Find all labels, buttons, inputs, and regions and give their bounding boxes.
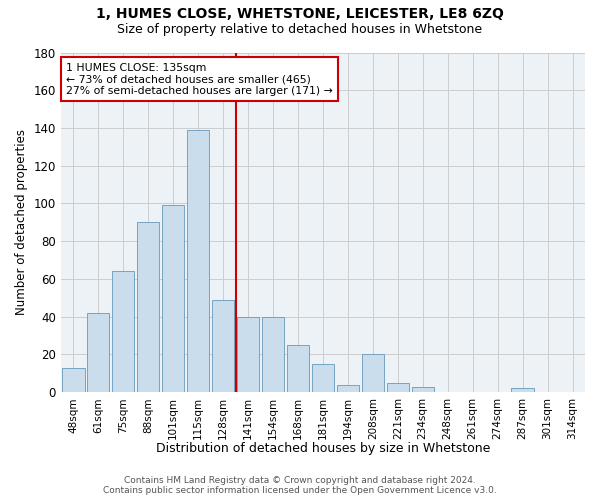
Bar (511, 388, 534, 392)
Bar (262, 316, 284, 392)
Bar (311, 364, 334, 392)
X-axis label: Distribution of detached houses by size in Whetstone: Distribution of detached houses by size … (156, 442, 490, 455)
Bar (237, 316, 259, 392)
Text: 1 HUMES CLOSE: 135sqm
← 73% of detached houses are smaller (465)
27% of semi-det: 1 HUMES CLOSE: 135sqm ← 73% of detached … (66, 62, 333, 96)
Bar (212, 300, 234, 392)
Bar (287, 345, 309, 392)
Bar (137, 222, 160, 392)
Y-axis label: Number of detached properties: Number of detached properties (15, 130, 28, 316)
Text: 1, HUMES CLOSE, WHETSTONE, LEICESTER, LE8 6ZQ: 1, HUMES CLOSE, WHETSTONE, LEICESTER, LE… (96, 8, 504, 22)
Bar (62, 368, 85, 392)
Bar (187, 130, 209, 392)
Bar (337, 384, 359, 392)
Bar (362, 354, 384, 392)
Bar (386, 383, 409, 392)
Bar (87, 313, 109, 392)
Bar (162, 206, 184, 392)
Bar (412, 386, 434, 392)
Bar (112, 272, 134, 392)
Text: Size of property relative to detached houses in Whetstone: Size of property relative to detached ho… (118, 22, 482, 36)
Text: Contains HM Land Registry data © Crown copyright and database right 2024.
Contai: Contains HM Land Registry data © Crown c… (103, 476, 497, 495)
